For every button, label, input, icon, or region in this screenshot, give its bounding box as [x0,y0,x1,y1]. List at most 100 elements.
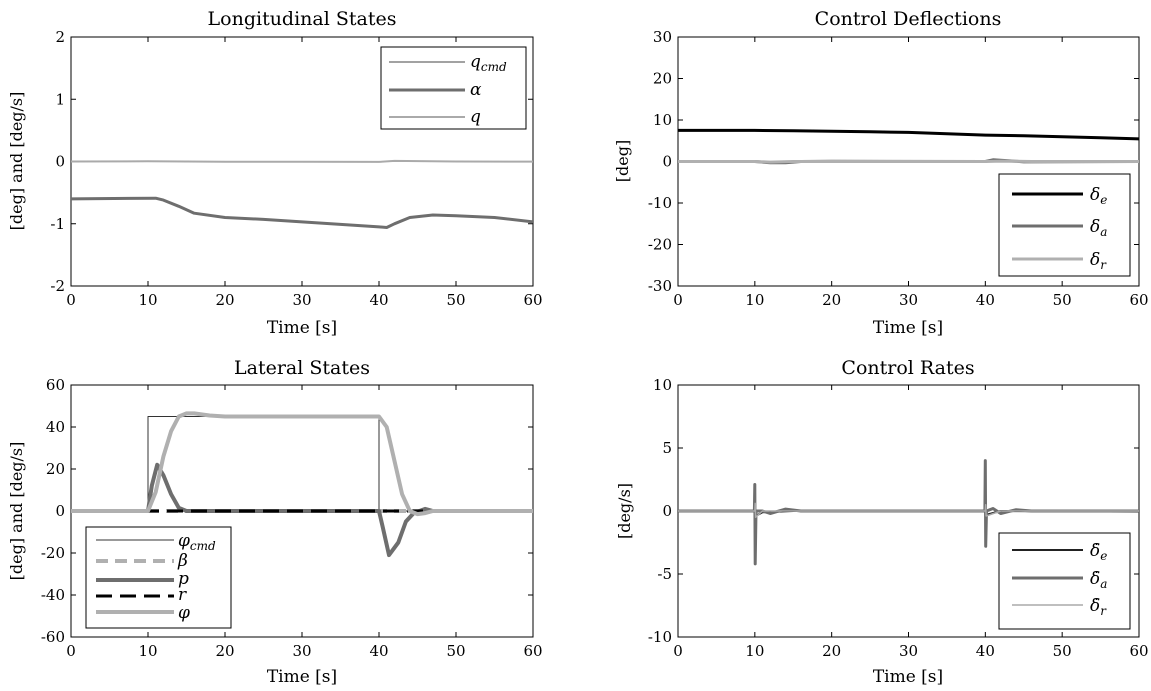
x-tick-label: 0 [66,642,76,660]
y-tick-label: 10 [653,376,672,394]
x-tick-label: 40 [369,642,388,660]
legend-entry-phi: φ [96,603,190,623]
x-tick-label: 60 [523,291,542,309]
legend-entry-alpha: α [389,80,482,100]
chart-title: Control Rates [841,357,974,379]
chart-title: Lateral States [234,357,370,379]
legend-entry-r: r [96,585,187,605]
y-tick-label: -20 [648,236,672,254]
x-tick-label: 50 [446,642,465,660]
y-tick-label: -2 [50,277,65,295]
y-tick-label: -30 [648,277,672,295]
y-tick-label: 2 [55,28,65,46]
x-tick-label: 30 [292,291,311,309]
x-tick-label: 0 [66,291,76,309]
y-ticks: -60 -40 -20 0 20 40 60 [41,376,533,646]
series-line [678,502,1139,519]
x-tick-label: 30 [899,291,918,309]
x-tick-label: 10 [745,291,764,309]
series-line [71,159,533,163]
legend-label: q [470,107,481,127]
series-line [678,159,1139,164]
x-tick-label: 20 [215,642,234,660]
y-tick-label: -20 [41,544,65,562]
legend-box [380,46,527,130]
legend-label: r [178,585,187,605]
y-axis-label: [deg] [613,140,632,182]
legend-label: φ [178,603,190,623]
y-tick-label: 40 [46,418,65,436]
y-tick-label: 0 [662,153,672,171]
y-axis-label: [deg] and [deg/s] [7,442,26,581]
series-layer [71,411,533,558]
chart-control-deflections: Control Deflections Time [s] [deg] 0 10 20… [613,8,1149,338]
legend-entry-p: p [96,569,189,589]
x-ticks: 0 10 20 30 40 50 60 [66,385,543,660]
legend-box [998,532,1131,630]
x-tick-label: 10 [745,642,764,660]
x-ticks: 0 10 20 30 40 50 60 [673,37,1149,309]
x-tick-label: 60 [523,642,542,660]
y-axis-label: [deg] and [deg/s] [7,92,26,231]
y-tick-label: -10 [648,628,672,646]
y-axis-label: [deg/s] [615,483,634,539]
x-tick-label: 60 [1129,291,1148,309]
x-tick-label: 20 [822,291,841,309]
y-ticks: -10 -5 0 5 10 [648,376,1139,646]
y-tick-label: 1 [55,90,65,108]
series-layer [678,128,1139,165]
y-tick-label: 0 [55,153,65,171]
y-tick-label: -60 [41,628,65,646]
x-tick-label: 40 [369,291,388,309]
y-tick-label: 30 [653,28,672,46]
x-ticks: 0 10 20 30 40 50 60 [673,385,1149,660]
series-layer [678,459,1139,566]
y-tick-label: -40 [41,586,65,604]
y-ticks: -30 -20 -10 0 10 20 30 [648,28,1139,295]
chart-control-rates: Control Rates Time [s] [deg/s] 0 10 20 30 40… [615,357,1149,687]
chart-title: Longitudinal States [208,8,397,30]
x-tick-label: 20 [215,291,234,309]
x-tick-label: 30 [292,642,311,660]
x-tick-label: 0 [673,291,683,309]
y-tick-label: 20 [46,460,65,478]
x-tick-label: 50 [1053,642,1072,660]
x-tick-label: 10 [138,642,157,660]
y-tick-label: 20 [653,70,672,88]
legend-entry-beta: β [96,551,188,571]
legend: δ̇e δ̇a δ̇r [998,532,1131,630]
x-axis-label: Time [s] [873,318,943,338]
x-ticks: 0 10 20 30 40 50 60 [66,37,543,309]
x-tick-label: 30 [899,642,918,660]
y-tick-label: -10 [648,194,672,212]
x-axis-label: Time [s] [267,318,337,338]
series-layer [71,159,533,229]
series-line [71,196,533,229]
y-tick-label: 5 [662,439,672,457]
chart-longitudinal-states: Longitudinal States Time [s] [deg] and [… [7,8,543,338]
x-tick-label: 0 [673,642,683,660]
x-tick-label: 20 [822,642,841,660]
legend: δe δa δr [998,173,1131,277]
x-tick-label: 60 [1129,642,1148,660]
x-axis-label: Time [s] [267,667,337,687]
y-tick-label: -1 [50,215,65,233]
x-axis-label: Time [s] [873,667,943,687]
legend-label: p [178,569,189,589]
legend-label: β [177,551,188,571]
legend-label: α [470,80,482,100]
y-tick-label: 0 [55,502,65,520]
y-tick-label: 60 [46,376,65,394]
series-line [71,411,533,517]
chart-lateral-states: Lateral States Time [s] [deg] and [deg/s… [7,357,543,687]
x-tick-label: 40 [976,642,995,660]
chart-title: Control Deflections [815,8,1002,30]
x-tick-label: 50 [1053,291,1072,309]
x-tick-label: 10 [138,291,157,309]
x-tick-label: 40 [976,291,995,309]
legend: φcmd β p r φ [85,526,232,629]
legend: qcmd α q [380,46,527,130]
y-tick-label: 0 [662,502,672,520]
y-tick-label: 10 [653,111,672,129]
